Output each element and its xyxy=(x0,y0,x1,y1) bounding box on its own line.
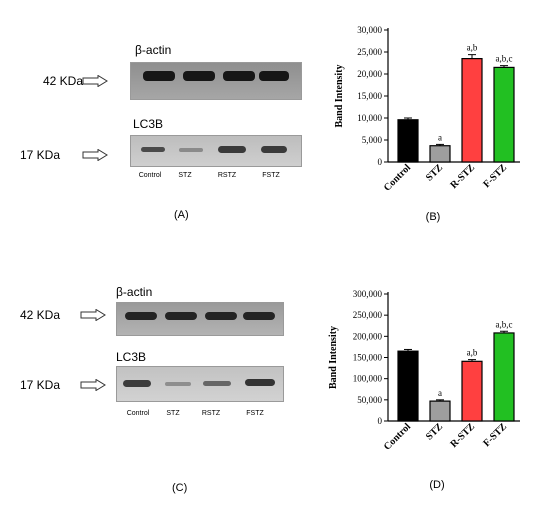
y-axis-label: Band Intensity xyxy=(328,326,339,389)
x-tick-label: Control xyxy=(382,162,413,193)
y-tick-label: 200,000 xyxy=(353,331,383,341)
y-tick-label: 15,000 xyxy=(357,91,382,101)
data-label: a,b xyxy=(467,43,478,53)
band xyxy=(245,379,275,386)
band xyxy=(261,146,287,153)
arrow-right-icon xyxy=(80,379,106,391)
y-tick-label: 100,000 xyxy=(353,374,383,384)
blot-label-beta-actin-a: β-actin xyxy=(135,43,172,57)
bar-chart-b: 0 5,000 10,000 15,000 20,000 25,000 30,000 Band… xyxy=(334,25,520,223)
x-tick-label: Control xyxy=(382,421,413,452)
panel-caption: (D) xyxy=(429,479,444,491)
lane-label: Control xyxy=(126,410,150,417)
bar xyxy=(461,57,483,163)
band xyxy=(223,71,255,81)
y-tick-label: 25,000 xyxy=(357,47,382,57)
lane-label: STZ xyxy=(166,410,180,417)
y-axis-label: Band Intensity xyxy=(334,64,345,127)
bar xyxy=(461,360,483,422)
bar xyxy=(429,145,451,163)
y-tick-label: 20,000 xyxy=(357,69,382,79)
x-tick-label: F-STZ xyxy=(481,162,509,190)
y-tick-label: 30,000 xyxy=(357,25,382,35)
band xyxy=(123,380,151,387)
bar xyxy=(493,66,515,163)
x-tick-label: R-STZ xyxy=(449,421,478,450)
lane-label: STZ xyxy=(178,172,192,179)
band xyxy=(165,312,197,320)
blot-label-lc3b-a: LC3B xyxy=(133,117,164,131)
band xyxy=(165,382,191,386)
data-label: a,b xyxy=(467,348,478,358)
bar xyxy=(397,350,419,422)
marker-42-kda-c: 42 KDa xyxy=(20,308,61,322)
bar xyxy=(397,119,419,163)
x-tick-label: STZ xyxy=(424,162,445,183)
data-label: a,b,c xyxy=(496,319,513,329)
band xyxy=(143,71,175,81)
data-label: a xyxy=(438,132,442,142)
y-tick-label: 10,000 xyxy=(357,113,382,123)
band xyxy=(183,71,215,81)
band xyxy=(243,312,275,320)
blot-beta-actin-c xyxy=(116,302,284,336)
arrow-right-icon xyxy=(82,75,108,87)
lane-label: RSTZ xyxy=(217,172,237,179)
arrow-right-icon xyxy=(82,149,108,161)
y-tick-label: 50,000 xyxy=(357,395,382,405)
band xyxy=(218,146,246,153)
marker-17-kda-a: 17 KDa xyxy=(20,148,61,162)
data-label: a,b,c xyxy=(496,54,513,64)
y-tick-label: 250,000 xyxy=(353,310,383,320)
blot-lc3b-a xyxy=(130,135,302,167)
panel-caption: (B) xyxy=(426,211,441,223)
blot-label-beta-actin-c: β-actin xyxy=(116,285,153,299)
y-tick-label: 150,000 xyxy=(353,353,383,363)
band xyxy=(179,148,203,152)
band xyxy=(203,381,231,386)
bar xyxy=(493,332,515,422)
panel-caption-c: (C) xyxy=(172,482,188,494)
panel-caption-a: (A) xyxy=(174,209,189,221)
marker-42-kda-a: 42 KDa xyxy=(43,74,84,88)
band xyxy=(141,147,165,152)
band xyxy=(259,71,289,81)
band xyxy=(125,312,157,320)
y-tick-label: 300,000 xyxy=(353,289,383,299)
blot-label-lc3b-c: LC3B xyxy=(116,350,147,364)
lane-label: RSTZ xyxy=(201,410,221,417)
lane-label: Control xyxy=(138,172,162,179)
lane-label: FSTZ xyxy=(246,410,264,417)
x-tick-label: F-STZ xyxy=(481,421,509,449)
blot-lc3b-c xyxy=(116,366,284,402)
lane-label: FSTZ xyxy=(262,172,280,179)
band xyxy=(205,312,237,320)
y-tick-label: 5,000 xyxy=(362,135,383,145)
arrow-right-icon xyxy=(80,309,106,321)
bar xyxy=(429,400,451,422)
data-label: a xyxy=(438,388,442,398)
marker-17-kda-c: 17 KDa xyxy=(20,378,61,392)
blot-beta-actin-a xyxy=(130,62,302,100)
y-tick-label: 0 xyxy=(378,157,383,167)
y-tick-label: 0 xyxy=(378,416,383,426)
x-tick-label: R-STZ xyxy=(449,162,478,191)
bar-chart-d: 0 50,000 100,000 150,000 200,000 250,000 300,0… xyxy=(328,289,520,491)
x-tick-label: STZ xyxy=(424,421,445,442)
